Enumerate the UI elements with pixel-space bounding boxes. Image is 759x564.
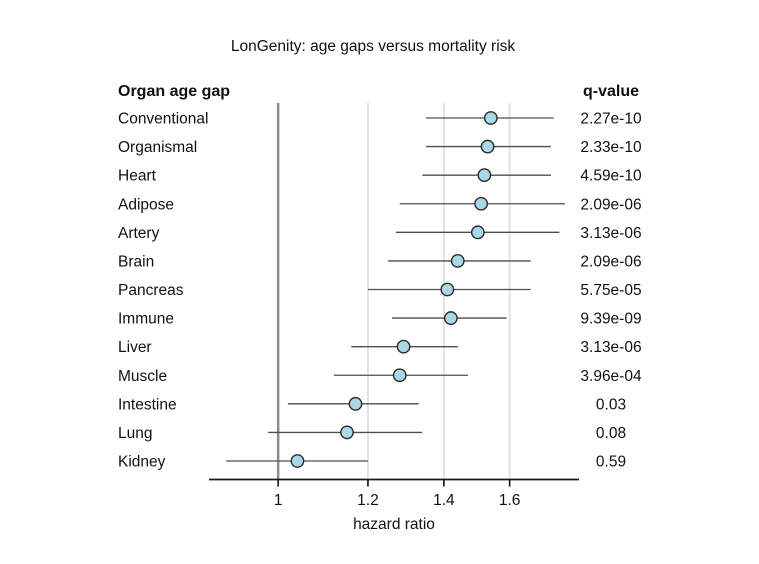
- q-value: 3.96e-04: [580, 368, 642, 385]
- forest-row: Artery 3.13e-06: [118, 225, 642, 242]
- q-value: 2.33e-10: [580, 139, 642, 156]
- x-axis-label: hazard ratio: [353, 516, 435, 533]
- q-value: 2.27e-10: [580, 111, 642, 128]
- row-label: Muscle: [118, 368, 167, 385]
- hr-point: [340, 425, 354, 440]
- q-value: 4.59e-10: [580, 168, 642, 185]
- row-label: Liver: [118, 339, 152, 356]
- hr-point: [477, 168, 492, 183]
- x-tick-label: 1: [274, 492, 283, 509]
- row-label: Conventional: [118, 111, 208, 128]
- gridlines-layer: [276, 103, 511, 480]
- x-axis-layer: 1 1.2 1.4 1.6: [209, 478, 579, 509]
- forest-row: Intestine 0.03: [118, 396, 626, 413]
- hr-point: [483, 111, 498, 125]
- hr-point: [396, 339, 411, 354]
- row-label: Artery: [118, 225, 160, 242]
- forest-row: Lung 0.08: [118, 425, 626, 442]
- hr-point: [392, 368, 407, 383]
- forest-row: Brain 2.09e-06: [118, 253, 642, 270]
- forest-row: Heart 4.59e-10: [118, 168, 642, 185]
- hr-point: [450, 254, 465, 268]
- row-label: Organismal: [118, 139, 197, 156]
- rows-layer: Conventional 2.27e-10 Organismal 2.33e-10 He…: [118, 111, 642, 471]
- forest-row: Liver 3.13e-06: [118, 339, 642, 356]
- hr-point: [474, 196, 489, 211]
- q-value: 0.08: [596, 425, 626, 442]
- forest-row: Pancreas 5.75e-05: [118, 282, 642, 299]
- row-label: Pancreas: [118, 282, 184, 299]
- hr-point: [480, 139, 495, 154]
- forest-row: Muscle 3.96e-04: [118, 368, 642, 385]
- forest-row: Conventional 2.27e-10: [118, 111, 642, 128]
- q-value: 0.59: [596, 454, 626, 471]
- q-value: 2.09e-06: [580, 253, 641, 270]
- x-tick-label: 1.6: [499, 492, 521, 509]
- hr-point: [443, 311, 458, 325]
- forest-row: Organismal 2.33e-10: [118, 139, 642, 156]
- row-label: Heart: [118, 168, 157, 185]
- hr-point: [290, 454, 305, 468]
- q-value: 3.13e-06: [580, 339, 641, 356]
- x-tick-label: 1.4: [433, 492, 455, 509]
- row-label: Adipose: [118, 196, 174, 213]
- q-value: 5.75e-05: [580, 282, 641, 299]
- row-label: Lung: [118, 425, 152, 442]
- row-label: Brain: [118, 253, 154, 270]
- right-column-header: q-value: [583, 83, 639, 100]
- row-label: Immune: [118, 311, 174, 328]
- row-label: Intestine: [118, 396, 177, 413]
- hr-point: [440, 282, 455, 297]
- x-tick-label: 1.2: [357, 492, 379, 509]
- chart-title: LonGenity: age gaps versus mortality ris…: [231, 38, 516, 55]
- q-value: 9.39e-09: [580, 311, 641, 328]
- left-column-header: Organ age gap: [118, 83, 230, 100]
- forest-row: Kidney 0.59: [118, 454, 626, 471]
- hr-point: [470, 225, 485, 240]
- row-label: Kidney: [118, 454, 166, 471]
- q-value: 3.13e-06: [580, 225, 641, 242]
- hr-point: [348, 396, 363, 411]
- q-value: 0.03: [596, 396, 626, 413]
- forest-row: Immune 9.39e-09: [118, 311, 642, 328]
- forest-row: Adipose 2.09e-06: [118, 196, 642, 213]
- q-value: 2.09e-06: [580, 196, 641, 213]
